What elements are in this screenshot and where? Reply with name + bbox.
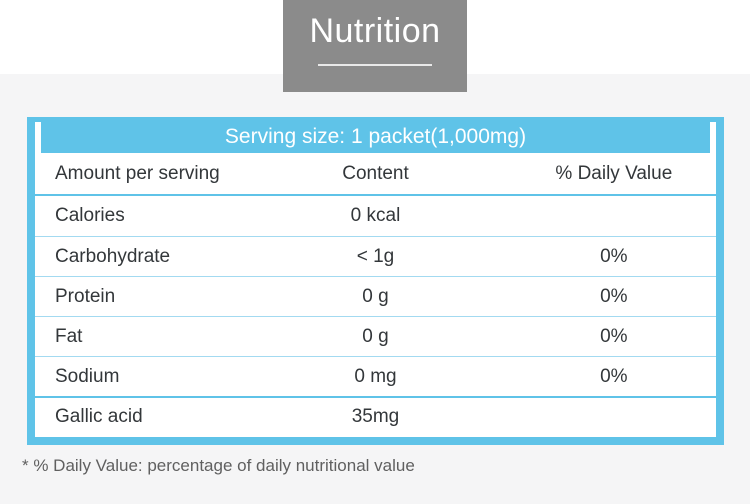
table-row-gallic-acid: Gallic acid 35mg bbox=[35, 396, 716, 436]
row-label: Protein bbox=[55, 285, 116, 307]
row-daily-value: 0% bbox=[600, 325, 628, 347]
row-daily-value: 0% bbox=[600, 245, 628, 267]
page-title: Nutrition bbox=[309, 12, 441, 50]
table-row-sodium: Sodium 0 mg 0% bbox=[35, 356, 716, 396]
title-underline bbox=[318, 64, 432, 66]
row-label: Calories bbox=[55, 205, 125, 226]
table-header-row: Amount per serving Content % Daily Value bbox=[35, 153, 716, 196]
row-content: 0 mg bbox=[354, 365, 397, 387]
column-header-amount: Amount per serving bbox=[55, 162, 220, 184]
row-daily-value: 0% bbox=[600, 365, 628, 387]
title-box: Nutrition bbox=[283, 0, 467, 92]
row-label: Carbohydrate bbox=[55, 245, 171, 267]
row-content: 0 g bbox=[362, 285, 389, 307]
row-content: < 1g bbox=[356, 245, 395, 267]
daily-value-footnote: * % Daily Value: percentage of daily nut… bbox=[22, 456, 415, 475]
row-label: Gallic acid bbox=[55, 406, 143, 427]
row-content: 0 g bbox=[362, 325, 389, 347]
table-row-protein: Protein 0 g 0% bbox=[35, 276, 716, 316]
column-header-daily-value: % Daily Value bbox=[555, 162, 673, 184]
serving-size-banner: Serving size: 1 packet(1,000mg) bbox=[41, 122, 710, 153]
row-content: 0 kcal bbox=[350, 205, 401, 226]
table-row-carbohydrate: Carbohydrate < 1g 0% bbox=[35, 236, 716, 276]
table-row-calories: Calories 0 kcal bbox=[35, 196, 716, 236]
row-content: 35mg bbox=[351, 406, 400, 427]
nutrition-table: Serving size: 1 packet(1,000mg) Amount p… bbox=[27, 117, 724, 445]
row-label: Sodium bbox=[55, 365, 120, 387]
row-daily-value: 0% bbox=[600, 285, 628, 307]
column-header-content: Content bbox=[342, 162, 409, 184]
row-label: Fat bbox=[55, 325, 83, 347]
table-row-fat: Fat 0 g 0% bbox=[35, 316, 716, 356]
